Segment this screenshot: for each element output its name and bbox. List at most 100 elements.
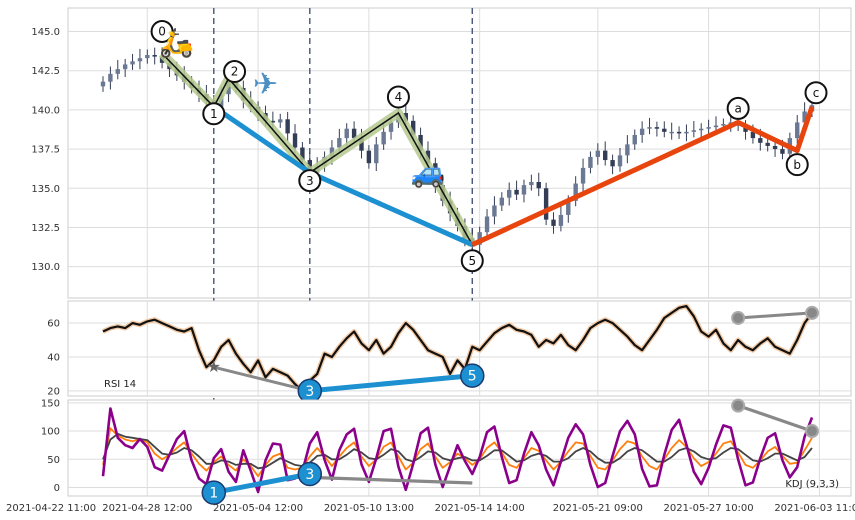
y-tick-label: 142.5: [31, 66, 60, 77]
wave-label-circle: [460, 249, 484, 273]
candle-body: [329, 147, 335, 157]
wave-label-circle: [150, 19, 174, 43]
kdj-divergence-point: [805, 424, 819, 439]
rsi-wave-marker: [460, 363, 485, 388]
candle-body: [122, 64, 128, 70]
candle-body: [669, 131, 674, 134]
candle-body: [684, 131, 689, 134]
candle-body: [802, 111, 807, 123]
candle-body: [344, 128, 349, 139]
kdj-wave-marker: [297, 461, 323, 487]
candle-body: [625, 144, 630, 156]
wave-label-text: 3: [306, 174, 314, 188]
x-tick-label: 2021-05-04 12:00: [213, 503, 303, 514]
candle-body: [130, 61, 135, 65]
candle-body: [551, 219, 556, 226]
candle-body: [639, 128, 645, 135]
candle-body: [529, 182, 534, 186]
rsi-divergence-line: [213, 365, 311, 393]
kdj-j-line: [101, 407, 814, 494]
kdj-wave-marker-label: 1: [209, 486, 218, 502]
candle-body: [580, 167, 586, 184]
kdj-divergence-line: [309, 475, 473, 485]
wave-label-circle: [804, 81, 828, 105]
candle-body: [152, 55, 157, 57]
candle-body: [713, 125, 719, 128]
candle-body: [617, 155, 623, 167]
candle-body: [536, 182, 541, 189]
candle-body: [750, 131, 756, 139]
y-tick-label: 140.0: [31, 105, 60, 116]
x-axis: 2021-04-22 11:00 2021-04-28 12:00 2021-05-…: [6, 503, 855, 514]
rsi-panel-label: RSI 14: [104, 379, 136, 390]
candle-body: [270, 120, 276, 123]
candle-body: [499, 197, 505, 206]
y-tick-label: 100: [41, 427, 60, 438]
y-tick-label: 50: [47, 455, 60, 466]
candle-body: [285, 119, 290, 134]
candle-body: [100, 81, 106, 87]
y-tick-label: 130.0: [31, 262, 60, 273]
candle-body: [691, 130, 697, 132]
y-tick-label: 135.0: [31, 184, 60, 195]
rsi-divergence-line: [737, 311, 813, 320]
candle-body: [292, 133, 298, 148]
candle-body: [418, 134, 423, 151]
candle-body: [366, 150, 372, 164]
candle-body: [374, 144, 379, 164]
wave-label-text: 5: [468, 254, 476, 268]
candle-body: [351, 128, 357, 139]
candle-body: [676, 131, 682, 134]
kdj-panel-label: KDJ (9,3,3): [785, 479, 839, 490]
candle-body: [595, 150, 601, 157]
candle-body: [765, 142, 770, 146]
airplane-icon: ✈: [253, 67, 278, 102]
kdj-divergence-line: [737, 404, 813, 433]
scooter-icon: 🛵: [159, 26, 194, 59]
wave-label-text: 4: [395, 90, 403, 104]
wave-label-text: 2: [231, 65, 239, 79]
candle-body: [403, 113, 409, 121]
car-icon: 🚙: [411, 156, 446, 189]
candle-body: [721, 124, 726, 126]
candle-body: [603, 150, 608, 161]
candle-body: [699, 128, 704, 131]
candle-body: [108, 73, 113, 82]
x-tick-label: 2021-05-27 10:00: [664, 503, 754, 514]
y-tick-label: 60: [47, 319, 60, 330]
kdj-wave-marker: [201, 480, 227, 505]
candle-body: [381, 131, 386, 145]
kdj-d-line: [102, 432, 813, 470]
wave-label-circle: [298, 169, 322, 193]
candle-body: [795, 122, 800, 139]
candle-body: [758, 138, 763, 143]
rsi-line: [102, 305, 813, 392]
kdj-panel: 150 100 50 0 1 3 KDJ (9,3,3): [41, 398, 852, 505]
rsi-divergence-point: [731, 310, 746, 325]
candle-body: [558, 214, 564, 226]
y-tick-label: 40: [47, 352, 60, 363]
rsi-divergence-point: [805, 305, 819, 320]
x-tick-label: 2021-04-22 11:00: [6, 503, 96, 514]
candle-body: [278, 119, 283, 123]
panel-frame: [67, 7, 852, 299]
wave-label-circle: [785, 153, 809, 177]
candle-body: [359, 138, 364, 151]
wave-label-text: b: [793, 158, 801, 172]
candle-body: [772, 145, 778, 150]
candle-body: [388, 122, 394, 132]
kdj-blue-line: [213, 471, 311, 496]
candle-body: [477, 232, 482, 245]
candle-body: [521, 185, 527, 195]
wave-label-text: 0: [158, 25, 166, 39]
candle-body: [115, 69, 120, 74]
wave-label-text: c: [813, 86, 820, 100]
wave-label-circle: [223, 60, 247, 84]
candle-body: [337, 138, 342, 148]
x-tick-label: 2021-05-10 13:00: [324, 503, 414, 514]
rsi-wave-marker-label: 3: [305, 384, 314, 400]
candle-body: [492, 205, 497, 217]
candle-body: [566, 200, 571, 215]
candle-body: [780, 149, 785, 154]
